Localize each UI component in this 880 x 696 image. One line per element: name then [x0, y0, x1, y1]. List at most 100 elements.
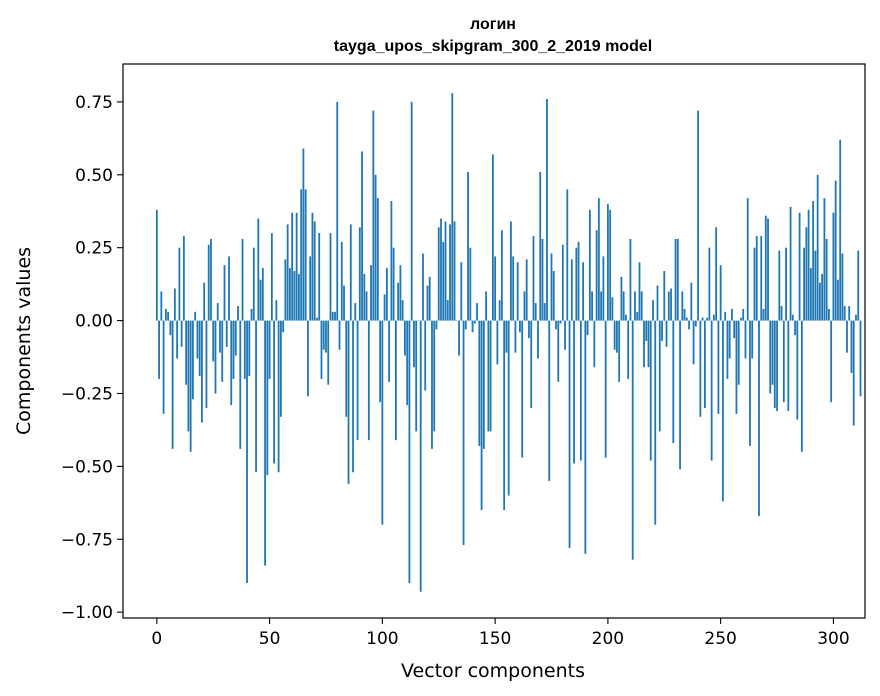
- bar-55: [279, 320, 282, 417]
- bar-73: [320, 320, 323, 379]
- bar-232: [679, 320, 681, 470]
- bar-137: [464, 320, 467, 330]
- bar-171: [541, 238, 544, 321]
- bar-121: [428, 276, 431, 321]
- bar-303: [839, 139, 842, 321]
- bar-251: [722, 320, 724, 502]
- x-tick-label: 200: [592, 629, 624, 649]
- bar-17: [194, 311, 197, 321]
- bar-132: [453, 221, 456, 321]
- bar-87: [352, 320, 354, 473]
- bar-139: [469, 247, 472, 321]
- x-tick-label: 300: [817, 629, 849, 649]
- bar-175: [550, 253, 553, 321]
- bar-206: [620, 276, 623, 321]
- bar-217: [645, 320, 648, 341]
- bar-228: [670, 288, 672, 321]
- bar-77: [329, 233, 332, 321]
- bar-105: [392, 247, 395, 321]
- bar-312: [859, 320, 862, 397]
- bar-264: [751, 320, 754, 359]
- bar-134: [458, 320, 460, 356]
- bar-243: [703, 320, 706, 409]
- bar-247: [712, 314, 715, 321]
- bar-270: [764, 215, 767, 321]
- bar-100: [381, 320, 384, 525]
- bar-155: [505, 320, 508, 353]
- bar-203: [613, 320, 616, 350]
- bar-66: [304, 189, 307, 321]
- bar-257: [735, 320, 738, 414]
- bar-127: [442, 241, 445, 321]
- bar-8: [173, 288, 176, 321]
- bar-159: [514, 320, 517, 353]
- bar-237: [690, 282, 693, 321]
- bar-23: [207, 244, 210, 321]
- bar-256: [733, 320, 736, 339]
- bar-165: [528, 320, 530, 339]
- bar-140: [471, 320, 474, 333]
- bar-59: [288, 268, 291, 321]
- bar-218: [647, 320, 650, 368]
- bar-288: [805, 227, 808, 321]
- bar-174: [548, 320, 551, 481]
- bar-274: [773, 320, 776, 409]
- bar-96: [372, 110, 375, 321]
- bar-248: [715, 227, 718, 321]
- bar-6: [169, 320, 172, 336]
- bar-3: [162, 320, 165, 414]
- bar-193: [591, 291, 593, 321]
- bar-41: [248, 320, 251, 376]
- bar-236: [688, 320, 690, 330]
- bar-111: [406, 320, 409, 406]
- bar-51: [270, 233, 273, 321]
- bar-306: [846, 320, 848, 353]
- bar-258: [737, 320, 740, 385]
- bar-304: [841, 253, 844, 321]
- bar-189: [582, 262, 584, 321]
- bar-178: [557, 320, 560, 382]
- bar-118: [422, 253, 424, 321]
- bar-207: [622, 291, 625, 321]
- bar-299: [830, 320, 833, 403]
- x-tick-label: 100: [366, 629, 398, 649]
- bar-262: [746, 198, 749, 321]
- bar-49: [266, 320, 269, 476]
- bar-39: [243, 320, 246, 379]
- bar-115: [415, 320, 418, 432]
- bar-295: [821, 273, 824, 321]
- bar-309: [852, 320, 855, 426]
- bar-210: [629, 238, 632, 321]
- x-tick-label: 0: [151, 629, 162, 649]
- bar-10: [178, 247, 181, 321]
- bar-229: [672, 320, 675, 444]
- bar-233: [681, 291, 684, 321]
- bar-93: [365, 291, 368, 321]
- bar-168: [534, 303, 537, 321]
- bar-15: [189, 320, 192, 452]
- y-tick-label: 0.00: [75, 312, 113, 332]
- bar-308: [850, 320, 853, 374]
- bar-241: [699, 320, 702, 417]
- bar-160: [516, 262, 519, 321]
- bar-18: [196, 320, 199, 359]
- bar-291: [812, 201, 815, 321]
- y-tick-label: −0.50: [61, 457, 113, 477]
- bar-106: [394, 320, 397, 441]
- bar-190: [584, 320, 587, 554]
- bar-124: [435, 320, 438, 330]
- bar-21: [203, 282, 206, 321]
- bar-130: [449, 224, 451, 321]
- bar-144: [480, 320, 483, 511]
- bar-199: [604, 320, 607, 458]
- bar-61: [293, 271, 296, 321]
- bar-208: [625, 314, 627, 321]
- bar-79: [334, 311, 336, 321]
- y-tick-label: 0.50: [75, 166, 113, 186]
- bar-85: [347, 320, 350, 484]
- bar-294: [818, 282, 821, 321]
- bar-89: [356, 320, 359, 441]
- bar-253: [726, 320, 729, 379]
- bar-58: [286, 224, 289, 321]
- bar-81: [338, 320, 341, 350]
